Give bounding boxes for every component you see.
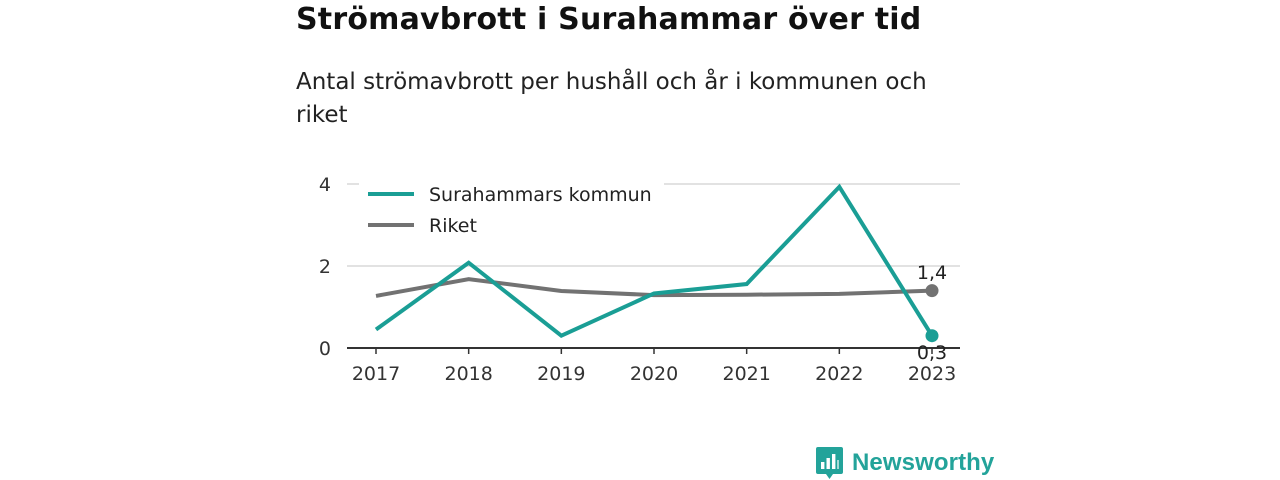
y-tick-label: 2 — [319, 256, 331, 278]
series-line — [374, 183, 934, 339]
chart-card: Strömavbrott i Surahammar över tid Antal… — [296, 0, 996, 480]
x-tick-label: 2020 — [630, 363, 678, 385]
chart-labels: 0,3 1,4 — [917, 262, 947, 364]
x-tick-label: 2017 — [352, 363, 400, 385]
data-label: 1,4 — [917, 262, 947, 284]
series-end-point — [925, 284, 939, 298]
series-end-point — [925, 329, 939, 343]
data-label: 0,3 — [917, 342, 947, 364]
x-tick-label: 2023 — [908, 363, 956, 385]
chart-legend: Surahammars kommun Riket — [359, 174, 664, 244]
newsworthy-logo-icon — [816, 447, 843, 479]
x-tick-label: 2022 — [815, 363, 863, 385]
chart-subtitle: Antal strömavbrott per hushåll och år i … — [296, 69, 927, 128]
brand-name: Newsworthy — [852, 449, 995, 476]
legend-label: Riket — [429, 215, 477, 237]
legend-label: Surahammars kommun — [429, 184, 652, 206]
y-tick-label: 0 — [319, 338, 331, 360]
x-tick-label: 2018 — [444, 363, 492, 385]
y-tick-label: 4 — [319, 174, 331, 196]
x-tick-label: 2019 — [537, 363, 585, 385]
page-title: Strömavbrott i Surahammar över tid — [296, 2, 922, 37]
legend-backdrop — [359, 174, 664, 244]
x-tick-label: 2021 — [722, 363, 770, 385]
brand: Newsworthy — [816, 446, 994, 480]
chart-grid: 0 2 4 2017 2018 2019 2020 2021 2022 2023 — [319, 174, 960, 385]
chart-series — [374, 183, 939, 343]
